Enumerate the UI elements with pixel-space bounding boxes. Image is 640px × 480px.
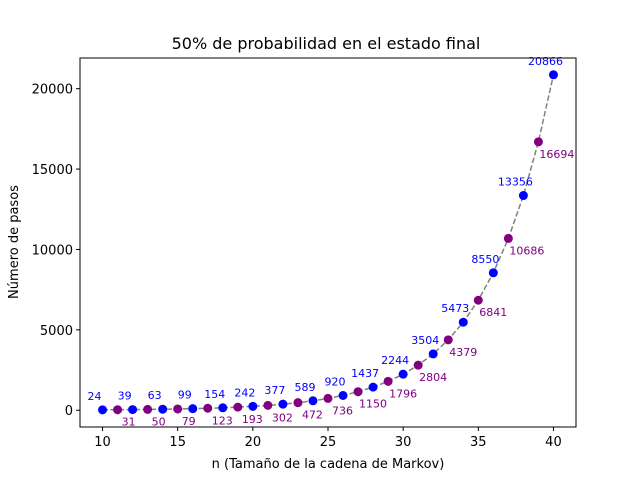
data-point [248,401,258,411]
data-label: 5473 [441,302,469,315]
data-point [428,349,438,359]
data-point [308,396,318,406]
data-point [398,369,408,379]
data-point [323,393,333,403]
data-point [98,405,108,415]
y-axis: 0 5000 10000 15000 20000 [32,83,80,419]
data-point [533,137,543,147]
data-label: 736 [332,404,353,417]
data-point [473,295,483,305]
x-tick-label: 30 [395,435,412,450]
y-tick-label: 20000 [32,83,73,98]
axes-frame [79,57,577,428]
series-line [102,74,555,411]
data-label: 4379 [449,346,477,359]
data-label: 377 [264,384,285,397]
plot-area: 24 31 39 50 63 79 99 123 154 193 242 302 377 472 589 73… [88,55,575,429]
x-axis-label: n (Tamaño de la cadena de Markov) [212,457,445,472]
y-tick-label: 5000 [40,324,73,339]
data-point [263,400,273,410]
data-label: 39 [118,390,132,403]
data-point [188,404,198,414]
data-point [143,404,153,414]
data-label: 20866 [528,55,563,68]
data-label: 2244 [381,354,409,367]
data-label: 1437 [351,367,379,380]
data-point [443,335,453,345]
data-point [278,399,288,409]
data-point [548,70,558,80]
data-point [203,403,213,413]
data-point [413,360,423,370]
data-point [458,317,468,327]
data-label: 79 [182,415,196,428]
data-label: 154 [204,388,225,401]
data-point [218,403,228,413]
x-tick-label: 20 [245,435,262,450]
x-tick-label: 25 [320,435,337,450]
chart-title: 50% de probabilidad en el estado final [172,34,481,53]
data-label: 123 [212,414,233,427]
data-point [113,405,123,415]
y-tick-label: 15000 [32,163,73,178]
data-label: 8550 [471,253,499,266]
data-point [158,404,168,414]
data-point [353,387,363,397]
data-label: 50 [152,415,166,428]
data-point [383,376,393,386]
data-point [488,268,498,278]
x-axis: 10 15 20 25 30 35 40 [94,427,562,450]
data-label: 2804 [419,371,447,384]
x-tick-label: 15 [169,435,186,450]
data-point [503,233,513,243]
data-label: 1150 [359,398,387,411]
data-point [368,382,378,392]
y-axis-label: Número de pasos [7,185,22,299]
data-label: 99 [178,389,192,402]
data-label: 589 [294,381,315,394]
data-label: 920 [325,375,346,388]
data-point [293,398,303,408]
data-label: 472 [302,409,323,422]
data-label: 1796 [389,387,417,400]
data-label: 6841 [479,306,507,319]
data-point [128,405,138,415]
data-label: 24 [88,390,102,403]
y-tick-label: 0 [65,404,73,419]
data-label: 63 [148,389,162,402]
data-label: 31 [122,416,136,429]
data-point [173,404,183,414]
data-label: 16694 [539,148,574,161]
x-tick-label: 40 [545,435,562,450]
x-tick-label: 10 [94,435,111,450]
data-label: 13356 [498,176,533,189]
data-label: 302 [272,411,293,424]
y-tick-label: 10000 [32,243,73,258]
data-label: 10686 [509,244,544,257]
data-label: 193 [242,413,263,426]
data-label: 3504 [411,334,439,347]
data-label: 242 [234,386,255,399]
x-tick-label: 35 [470,435,487,450]
data-point [338,390,348,400]
data-point [518,191,528,201]
data-point [233,402,243,412]
